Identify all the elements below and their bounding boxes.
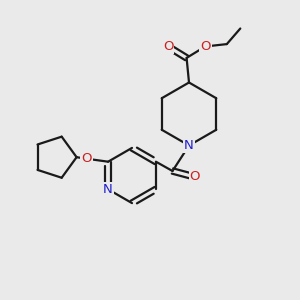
Text: O: O xyxy=(190,170,200,184)
Text: O: O xyxy=(163,40,173,53)
Text: O: O xyxy=(81,152,92,165)
Text: N: N xyxy=(103,183,113,196)
Text: N: N xyxy=(184,139,194,152)
Text: O: O xyxy=(200,40,211,53)
